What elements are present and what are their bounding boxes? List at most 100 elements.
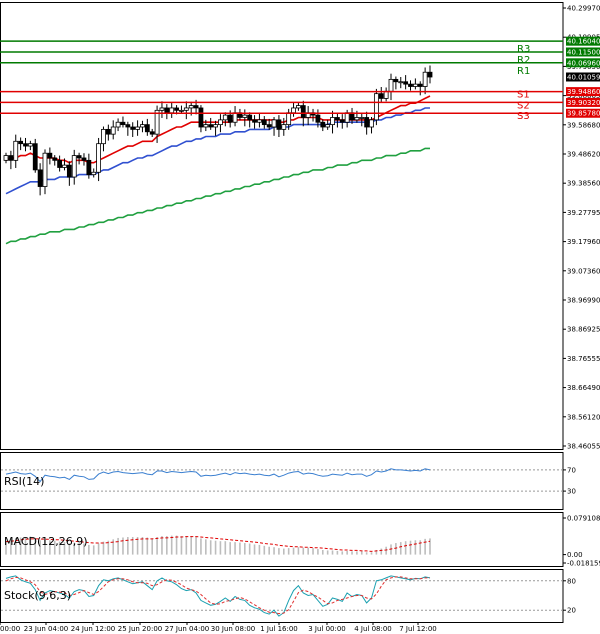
y-tick-label: 39.17960: [567, 238, 600, 246]
candle-body: [183, 107, 189, 111]
candle-body: [271, 119, 277, 128]
candle-body: [364, 117, 370, 128]
candle-body: [344, 112, 350, 123]
level-price-box: [566, 97, 600, 107]
candle-body: [261, 119, 267, 126]
candle-body: [203, 124, 209, 128]
y-tick-label: 40.29970: [567, 5, 600, 13]
x-tick-label: 3 Jul 00:00: [308, 625, 346, 633]
rsi-panel: 70 30 RSI(14): [0, 452, 576, 510]
level-name-r1: R1: [517, 66, 530, 77]
y-tick-label: -0.018159: [567, 560, 600, 568]
x-tick-label: 25 Jun 20:00: [118, 625, 162, 633]
candle-body: [422, 71, 428, 87]
stochastic-title: Stock(9,6,3): [4, 589, 71, 602]
candle-body: [125, 124, 131, 128]
candle-body: [373, 93, 379, 121]
candle-body: [354, 117, 360, 121]
level-price-box: [566, 87, 600, 97]
candle-body: [193, 105, 199, 109]
y-tick-label: 39.48620: [567, 151, 600, 159]
y-tick-label: 39.27795: [567, 209, 600, 217]
level-price-label: 40.06960: [567, 59, 600, 67]
candle-body: [398, 81, 404, 84]
candle-body: [47, 152, 53, 159]
candle-body: [23, 143, 28, 147]
y-tick-label: 39.07360: [567, 267, 600, 275]
x-tick-label: 24 Jun 12:00: [71, 625, 115, 633]
candle-body: [13, 140, 19, 161]
y-tick-label: 39.58680: [567, 121, 600, 129]
level-price-label: 39.94860: [567, 88, 600, 96]
candle-body: [393, 78, 399, 83]
candle-body: [42, 152, 48, 187]
price-panel: 40.2997040.1990539.7965039.6866539.58680…: [0, 2, 600, 451]
candle-body: [164, 107, 170, 114]
candle-body: [257, 119, 262, 123]
rsi-line: [5, 468, 431, 483]
macd-signal-line: [5, 536, 431, 552]
macd-panel: 0.079108 0.00-0.018159 MACD(12,26,9): [0, 512, 600, 568]
candle-body: [154, 109, 160, 135]
candle-body: [120, 121, 126, 126]
level-price-label: 39.90320: [567, 99, 600, 107]
level-price-box: [566, 58, 600, 68]
candle-body: [71, 155, 77, 178]
level-price-box: [566, 47, 600, 57]
candle-body: [330, 117, 335, 126]
candle-body: [276, 119, 282, 130]
candle-body: [135, 126, 140, 130]
x-tick-label: 1 Jul 16:00: [260, 625, 298, 633]
candle-body: [8, 155, 14, 161]
candle-body: [101, 128, 106, 145]
candle-body: [369, 119, 374, 128]
candle-body: [252, 119, 257, 123]
candle-body: [339, 119, 345, 123]
y-tick-label: 38.46055: [567, 443, 600, 451]
x-tick-label: 4 Jul 08:00: [354, 625, 392, 633]
moving-average-line: [5, 147, 430, 245]
candle-body: [37, 169, 43, 187]
candle-body: [300, 105, 306, 118]
candle-body: [115, 121, 121, 128]
stoch-k-line: [5, 575, 431, 617]
candle-body: [335, 117, 340, 121]
candle-body: [281, 124, 287, 130]
candle-body: [222, 114, 228, 121]
candle-body: [159, 107, 165, 111]
x-tick-label: 7 Jul 12:00: [399, 625, 437, 633]
level-name-s2: S2: [517, 100, 530, 111]
candle-body: [57, 159, 63, 168]
y-tick-label: 0.00: [567, 551, 583, 559]
level-price-box: [566, 36, 600, 46]
level-price-box: [566, 108, 600, 118]
moving-average-line: [5, 107, 430, 195]
level-price-label: 39.85780: [567, 110, 600, 118]
candle-body: [105, 128, 111, 135]
candle-body: [388, 78, 394, 92]
candle-body: [417, 83, 423, 87]
candle-body: [208, 124, 214, 128]
current-price-label: 40.01059: [567, 73, 600, 81]
candle-body: [140, 124, 145, 128]
y-tick-label: 0.079108: [567, 515, 600, 523]
stochastic-panel: 80 20 Stock(9,6,3): [0, 569, 576, 623]
candle-body: [96, 143, 101, 173]
candle-body: [378, 93, 384, 99]
candle-body: [110, 126, 116, 135]
y-tick-label: 30: [567, 488, 576, 496]
stoch-d-line: [5, 576, 430, 615]
candle-body: [3, 155, 9, 161]
candle-body: [412, 83, 418, 87]
candle-body: [325, 124, 331, 128]
candle-body: [320, 121, 326, 128]
level-name-r3: R3: [517, 44, 530, 55]
panel-frame: [0, 452, 564, 510]
x-tick-label: 23 Jun 04:00: [24, 625, 68, 633]
candle-body: [76, 155, 82, 159]
candle-body: [198, 107, 204, 128]
candle-body: [296, 105, 301, 109]
y-tick-label: 38.56120: [567, 413, 600, 421]
macd-title: MACD(12,26,9): [4, 535, 88, 548]
candle-body: [213, 124, 218, 128]
